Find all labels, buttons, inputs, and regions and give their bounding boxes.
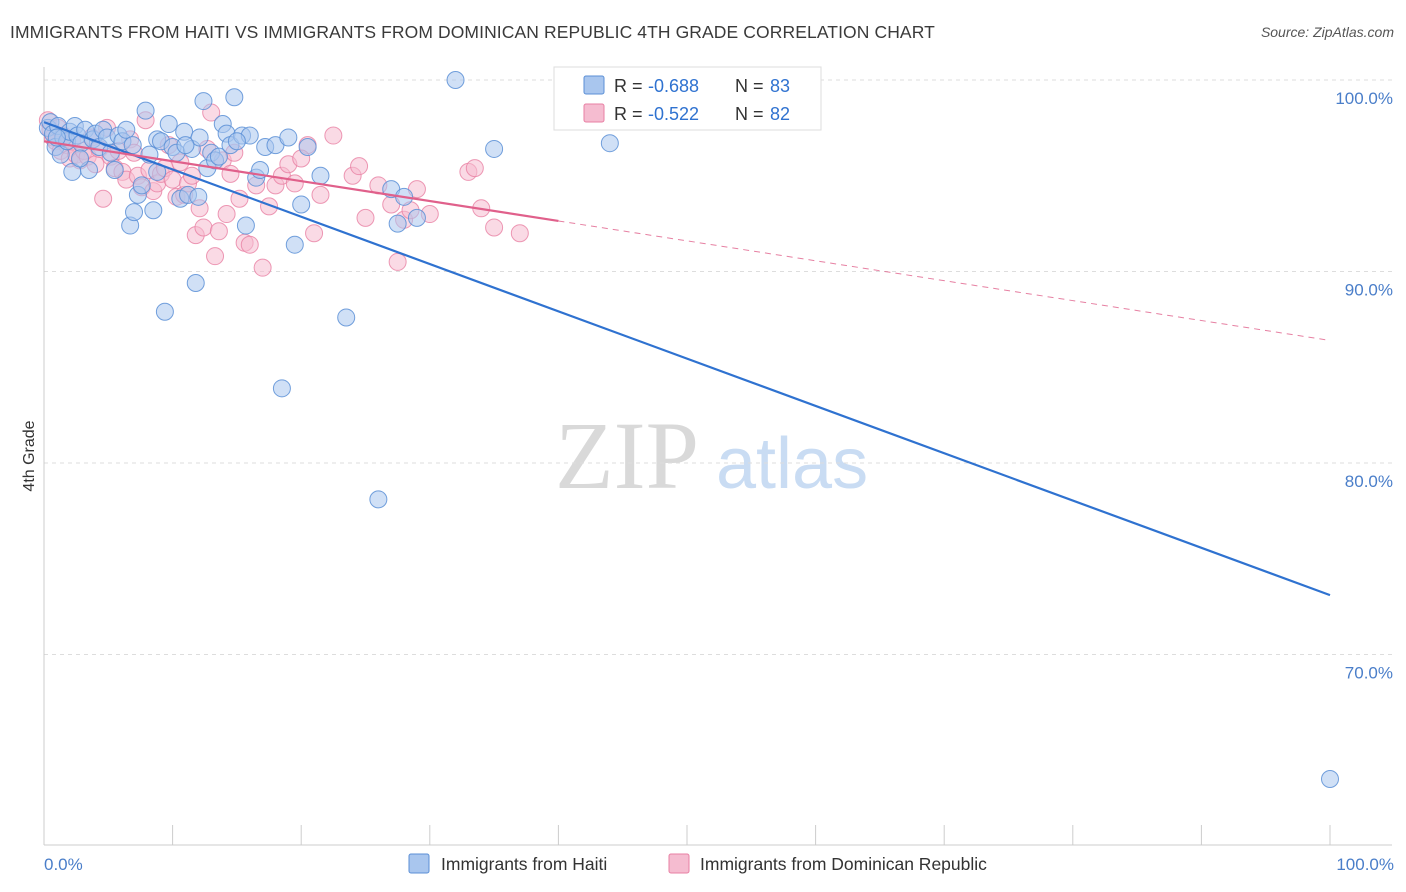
dominican-point-50	[221, 164, 240, 183]
haiti-point-43	[190, 128, 209, 147]
haiti-point-29	[136, 101, 155, 120]
dominican-point-79	[510, 224, 529, 243]
y-tick-label-2: 80.0%	[1345, 472, 1393, 491]
source-credit: Source: ZipAtlas.com	[1260, 24, 1394, 40]
y-axis-label: 4th Grade	[21, 420, 38, 491]
haiti-point-67	[369, 490, 388, 509]
haiti-point-74	[600, 134, 619, 153]
dominican-point-54	[240, 235, 259, 254]
haiti-point-63	[292, 195, 311, 214]
haiti-point-61	[279, 128, 298, 147]
haiti-point-21	[105, 161, 124, 180]
haiti-point-34	[155, 302, 174, 321]
haiti-point-44	[194, 92, 213, 111]
watermark-atlas: atlas	[716, 424, 868, 504]
axes	[43, 67, 1392, 846]
dominican-point-47	[209, 222, 228, 241]
y-tick-label-0: 100.0%	[1335, 89, 1393, 108]
legend-dominican-n-value: 82	[770, 104, 790, 124]
legend-haiti-n-value: 83	[770, 76, 790, 96]
haiti-point-62	[285, 235, 304, 254]
dominican-point-63	[305, 224, 324, 243]
dominican-trend-projection	[558, 220, 1331, 341]
haiti-point-78	[123, 136, 142, 155]
haiti-point-26	[125, 203, 144, 222]
dominican-trend-line	[43, 140, 559, 223]
legend-haiti-r-label: R =	[614, 76, 643, 96]
haiti-point-24	[117, 120, 136, 139]
haiti-point-60	[272, 379, 291, 398]
haiti-point-77	[71, 149, 90, 168]
haiti-point-54	[236, 216, 255, 235]
legend-swatch-haiti	[583, 75, 605, 95]
gridlines	[44, 79, 1392, 655]
series-legend: Immigrants from Haiti Immigrants from Do…	[408, 853, 987, 874]
y-tick-labels: 100.0% 90.0% 80.0% 70.0%	[1335, 89, 1393, 683]
haiti-point-82	[176, 136, 195, 155]
bottom-legend-label-dominican: Immigrants from Dominican Republic	[700, 854, 987, 874]
bottom-legend-swatch-haiti	[408, 853, 430, 874]
x-tick-label-min: 0.0%	[44, 855, 83, 874]
dominican-point-78	[485, 218, 504, 237]
legend-haiti-r-value: -0.688	[648, 76, 699, 96]
dominican-point-43	[194, 218, 213, 237]
haiti-point-65	[311, 166, 330, 185]
watermark-zip: ZIP	[555, 402, 699, 509]
haiti-point-31	[144, 201, 163, 220]
dominican-point-56	[253, 258, 272, 277]
haiti-point-48	[209, 147, 228, 166]
haiti-point-69	[388, 214, 407, 233]
legend-dominican-r-value: -0.522	[648, 104, 699, 124]
haiti-point-42	[186, 273, 205, 292]
dominican-point-80	[388, 252, 407, 271]
trend-lines	[43, 121, 1331, 597]
haiti-point-35	[159, 115, 178, 134]
haiti-points	[38, 71, 1339, 788]
bottom-legend-swatch-dominican	[668, 853, 690, 874]
haiti-trend-line	[43, 121, 1331, 597]
dominican-point-57	[260, 197, 279, 216]
haiti-point-64	[298, 138, 317, 157]
haiti-point-72	[446, 71, 465, 89]
haiti-point-75	[1321, 769, 1339, 788]
legend-haiti-n-label: N =	[735, 76, 764, 96]
haiti-point-52	[225, 88, 244, 107]
haiti-point-80	[189, 187, 208, 206]
dominican-point-68	[356, 208, 375, 227]
dominican-point-76	[465, 159, 484, 178]
haiti-point-73	[485, 139, 504, 158]
haiti-point-81	[227, 132, 246, 151]
chart-title: IMMIGRANTS FROM HAITI VS IMMIGRANTS FROM…	[10, 22, 935, 42]
dominican-point-35	[163, 170, 182, 189]
dominican-point-17	[94, 189, 113, 208]
dominican-point-49	[217, 205, 236, 224]
legend-dominican-n-label: N =	[735, 104, 764, 124]
bottom-legend-label-haiti: Immigrants from Haiti	[441, 854, 607, 874]
dominican-point-67	[350, 157, 369, 176]
dominican-point-65	[324, 126, 343, 145]
dominican-point-46	[206, 247, 225, 266]
haiti-point-71	[407, 208, 426, 227]
dominican-point-64	[311, 185, 330, 204]
legend-swatch-dominican	[583, 103, 605, 123]
y-tick-label-1: 90.0%	[1345, 281, 1393, 300]
y-tick-label-3: 70.0%	[1345, 664, 1393, 683]
x-tick-label-max: 100.0%	[1336, 855, 1394, 874]
dominican-point-61	[285, 174, 304, 193]
haiti-point-28	[132, 176, 151, 195]
legend-dominican-r-label: R =	[614, 104, 643, 124]
haiti-point-66	[337, 308, 356, 327]
correlation-legend: R = -0.688 N = 83 R = -0.522 N = 82	[553, 66, 822, 131]
